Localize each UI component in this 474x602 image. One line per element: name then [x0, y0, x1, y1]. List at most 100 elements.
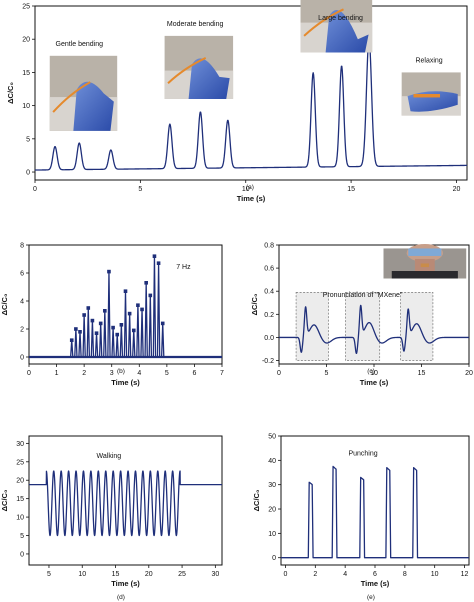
x-tick-label: 10 — [370, 370, 378, 377]
y-tick-label: 0 — [272, 555, 276, 562]
large-bending-photo — [300, 0, 373, 53]
x-tick-label: 4 — [137, 370, 141, 377]
sensor — [413, 93, 441, 98]
x-tick-label: 25 — [178, 571, 186, 578]
mask — [408, 248, 442, 256]
glove — [73, 81, 114, 131]
x-tick-label: 4 — [343, 571, 347, 578]
x-tick-label: 0 — [284, 571, 288, 578]
subplot-label: (e) — [367, 594, 375, 601]
peak-marker — [94, 331, 99, 335]
y-axis-label: ΔC/C₀ — [0, 294, 9, 316]
plot-frame — [34, 5, 468, 181]
peak-marker — [127, 311, 132, 316]
peak-marker — [90, 318, 95, 323]
x-tick-label: 20 — [453, 186, 461, 193]
x-axis-label: Time (s) — [111, 378, 140, 387]
panel-e: 0 2 4 6 8 10 12 0 10 20 30 40 50 Time (s) ΔC/C₀ (e) Punc… — [252, 434, 470, 601]
x-tick-label: 6 — [373, 571, 377, 578]
signal-trace — [280, 465, 470, 559]
peak-marker — [156, 261, 161, 265]
subplot-label: (d) — [117, 594, 125, 601]
x-axis-label: Time (s) — [361, 579, 390, 588]
x-tick-label: 0 — [33, 186, 37, 193]
y-tick-label: -0.2 — [262, 358, 274, 365]
y-tick-label: 20 — [22, 37, 30, 44]
x-tick-label: 8 — [403, 571, 407, 578]
peak-marker — [123, 289, 128, 293]
x-tick-label: 5 — [138, 186, 142, 193]
y-axis-label: ΔC/C₀ — [6, 82, 15, 104]
sensor-wire — [167, 57, 207, 84]
y-tick-label: 25 — [22, 4, 30, 11]
y-tick-label: 25 — [16, 459, 24, 466]
signal-trace — [278, 304, 470, 355]
y-tick-label: 20 — [16, 478, 24, 485]
peak-marker — [82, 313, 86, 317]
x-tick-label: 10 — [242, 186, 250, 193]
y-tick-label: 0 — [20, 551, 24, 558]
y-tick-label: 15 — [22, 70, 30, 77]
peak-marker — [98, 321, 103, 326]
peak-marker — [119, 323, 124, 327]
x-tick-label: 15 — [347, 186, 355, 193]
x-tick-label: 5 — [325, 370, 329, 377]
sensor-wire — [303, 8, 344, 37]
y-tick-label: 0.8 — [264, 243, 274, 250]
x-axis-label: Time (s) — [360, 378, 389, 387]
x-axis-label: Time (s) — [237, 194, 266, 203]
x-tick-label: 10 — [431, 571, 439, 578]
peak-marker — [148, 293, 153, 298]
y-tick-label: 30 — [268, 482, 276, 489]
y-tick-label: 40 — [268, 458, 276, 465]
peak-marker — [78, 330, 82, 334]
y-tick-label: 0 — [26, 170, 30, 177]
relaxing-photo — [401, 72, 461, 116]
x-tick-label: 0 — [27, 370, 31, 377]
y-tick-label: 2 — [20, 327, 24, 334]
x-tick-label: 20 — [145, 571, 153, 578]
annotation-label: Large bending — [318, 15, 363, 22]
peak-marker — [136, 303, 140, 307]
panel-d: 5 10 15 20 25 30 0 5 10 15 20 25 30 Time (s) ΔC/C₀ (d) W… — [0, 435, 223, 601]
y-tick-label: 30 — [16, 441, 24, 448]
x-tick-label: 30 — [211, 571, 219, 578]
peak-marker — [152, 254, 157, 258]
y-tick-label: 10 — [16, 515, 24, 522]
peak-marker — [144, 281, 148, 285]
x-tick-label: 12 — [461, 571, 469, 578]
y-tick-label: 0 — [20, 355, 24, 362]
peak-marker — [74, 327, 78, 331]
y-tick-label: 50 — [268, 434, 276, 441]
peak-marker — [69, 338, 74, 342]
subplot-label: (a) — [246, 184, 254, 191]
x-tick-label: 20 — [465, 370, 473, 377]
x-tick-label: 15 — [418, 370, 426, 377]
annotation-label: 7 Hz — [176, 264, 191, 271]
x-tick-label: 7 — [220, 370, 224, 377]
glove — [325, 9, 369, 53]
x-tick-label: 15 — [112, 571, 120, 578]
peak-marker — [107, 269, 111, 274]
plot-frame — [28, 435, 223, 566]
peak-marker — [111, 325, 115, 330]
sensor — [420, 263, 429, 268]
x-tick-label: 0 — [277, 370, 281, 377]
gentle-bending-photo — [49, 55, 118, 131]
y-axis-label: ΔC/C₀ — [0, 490, 9, 512]
annotation-label: Relaxing — [415, 57, 442, 64]
x-tick-label: 10 — [78, 571, 86, 578]
signal-trace — [28, 470, 223, 537]
y-tick-label: 15 — [16, 496, 24, 503]
panel-c: 0 5 10 15 20 -0.2 0.0 0.2 0.4 0.6 0.8 Time (s) ΔC/C₀… — [250, 243, 473, 388]
y-tick-label: 0.4 — [264, 289, 274, 296]
peak-marker — [115, 332, 120, 337]
x-tick-label: 2 — [313, 571, 317, 578]
x-tick-label: 6 — [192, 370, 196, 377]
x-tick-label: 5 — [47, 571, 51, 578]
x-tick-label: 1 — [55, 370, 59, 377]
y-axis-label: ΔC/C₀ — [250, 294, 259, 316]
panel-b: 0 1 2 3 4 5 6 7 0 2 4 6 8 Time (s) ΔC/C₀ (b) 7 Hz — [0, 243, 224, 388]
plot-frame — [28, 244, 223, 365]
